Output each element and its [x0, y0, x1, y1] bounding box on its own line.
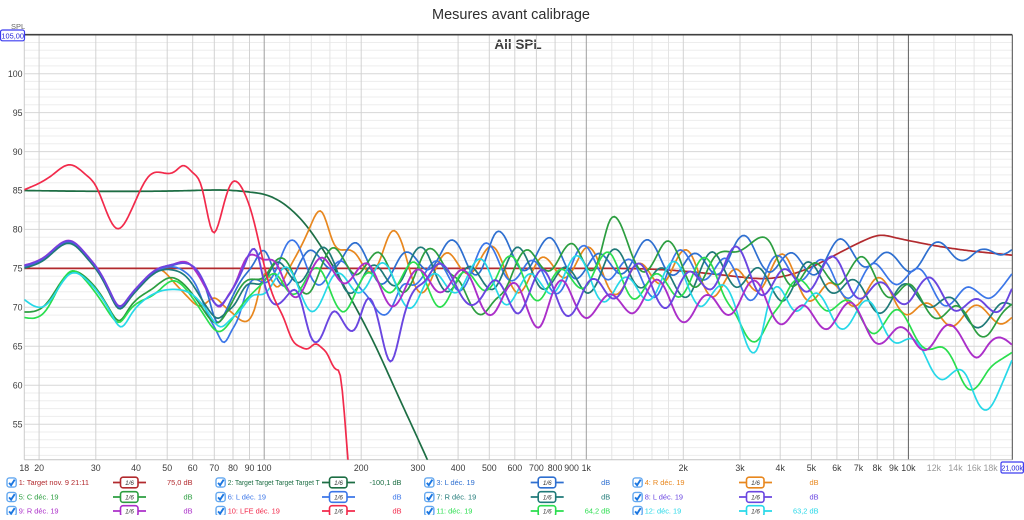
svg-text:12k: 12k [927, 463, 942, 473]
svg-text:30: 30 [91, 463, 101, 473]
svg-text:21,00k: 21,00k [1001, 464, 1023, 473]
svg-text:50: 50 [162, 463, 172, 473]
svg-text:300: 300 [411, 463, 426, 473]
svg-text:1/6: 1/6 [751, 480, 760, 487]
svg-text:10k: 10k [901, 463, 916, 473]
svg-text:8: L déc. 19: 8: L déc. 19 [645, 493, 683, 502]
svg-text:SPL: SPL [11, 22, 25, 31]
svg-text:75,0 dB: 75,0 dB [167, 478, 193, 487]
svg-text:1/6: 1/6 [543, 480, 552, 487]
svg-text:500: 500 [482, 463, 497, 473]
svg-text:1/6: 1/6 [543, 495, 552, 502]
svg-text:60: 60 [13, 380, 23, 390]
svg-text:600: 600 [507, 463, 522, 473]
svg-text:6k: 6k [832, 463, 842, 473]
svg-text:60: 60 [188, 463, 198, 473]
svg-text:8k: 8k [873, 463, 883, 473]
svg-text:7: R déc. 19: 7: R déc. 19 [436, 493, 476, 502]
svg-text:7k: 7k [854, 463, 864, 473]
svg-text:10: LFE déc. 19: 10: LFE déc. 19 [228, 507, 280, 515]
svg-text:2: Target Target Target Target: 2: Target Target Target Target T [228, 478, 320, 487]
svg-text:70: 70 [13, 303, 23, 313]
svg-text:5: C déc. 19: 5: C déc. 19 [19, 493, 59, 502]
svg-text:11: déc. 19: 11: déc. 19 [436, 507, 472, 515]
svg-text:dB: dB [809, 478, 818, 487]
svg-text:dB: dB [392, 493, 401, 502]
svg-text:6: L déc. 19: 6: L déc. 19 [228, 493, 266, 502]
svg-text:64,2 dB: 64,2 dB [585, 507, 611, 515]
svg-text:18k: 18k [984, 463, 999, 473]
svg-text:5k: 5k [807, 463, 817, 473]
svg-text:100: 100 [257, 463, 272, 473]
svg-text:dB: dB [183, 493, 192, 502]
svg-text:3k: 3k [735, 463, 745, 473]
svg-text:1k: 1k [582, 463, 592, 473]
svg-text:4k: 4k [776, 463, 786, 473]
svg-text:63,2 dB: 63,2 dB [793, 507, 819, 515]
svg-text:1/6: 1/6 [751, 509, 760, 515]
svg-text:All SPL: All SPL [494, 37, 541, 52]
svg-text:400: 400 [451, 463, 466, 473]
svg-text:1/6: 1/6 [125, 509, 134, 515]
svg-text:dB: dB [809, 493, 818, 502]
svg-text:9k: 9k [889, 463, 899, 473]
svg-text:Mesures avant calibrage: Mesures avant calibrage [432, 7, 590, 23]
svg-text:dB: dB [601, 493, 610, 502]
svg-text:-100,1 dB: -100,1 dB [369, 478, 401, 487]
svg-text:700: 700 [529, 463, 544, 473]
svg-text:12: déc. 19: 12: déc. 19 [645, 507, 682, 515]
svg-text:2k: 2k [679, 463, 689, 473]
svg-text:900: 900 [564, 463, 579, 473]
svg-text:9: R déc. 19: 9: R déc. 19 [19, 507, 59, 515]
svg-text:80: 80 [13, 225, 23, 235]
svg-text:18: 18 [19, 463, 29, 473]
svg-text:70: 70 [209, 463, 219, 473]
svg-text:1/6: 1/6 [125, 480, 134, 487]
svg-text:1/6: 1/6 [543, 509, 552, 515]
svg-text:1/6: 1/6 [334, 509, 343, 515]
svg-text:1/6: 1/6 [334, 480, 343, 487]
svg-text:85: 85 [13, 186, 23, 196]
svg-text:100: 100 [8, 69, 23, 79]
svg-text:90: 90 [13, 147, 23, 157]
svg-text:4: R déc. 19: 4: R déc. 19 [645, 478, 685, 487]
svg-text:1: Target nov. 9 21:11: 1: Target nov. 9 21:11 [19, 478, 89, 487]
svg-text:1/6: 1/6 [751, 495, 760, 502]
svg-text:14k: 14k [948, 463, 963, 473]
svg-text:1/6: 1/6 [125, 495, 134, 502]
svg-text:dB: dB [601, 478, 610, 487]
svg-text:90: 90 [245, 463, 255, 473]
svg-text:dB: dB [183, 507, 192, 515]
svg-text:20: 20 [34, 463, 44, 473]
svg-text:105,00: 105,00 [1, 31, 24, 40]
svg-text:800: 800 [548, 463, 563, 473]
svg-text:80: 80 [228, 463, 238, 473]
svg-text:40: 40 [131, 463, 141, 473]
svg-text:dB: dB [392, 507, 401, 515]
svg-text:75: 75 [13, 264, 23, 274]
svg-text:55: 55 [13, 419, 23, 429]
svg-text:16k: 16k [967, 463, 982, 473]
svg-text:65: 65 [13, 342, 23, 352]
svg-text:95: 95 [13, 108, 23, 118]
svg-text:1/6: 1/6 [334, 495, 343, 502]
svg-text:3: L déc. 19: 3: L déc. 19 [436, 478, 474, 487]
svg-text:200: 200 [354, 463, 369, 473]
